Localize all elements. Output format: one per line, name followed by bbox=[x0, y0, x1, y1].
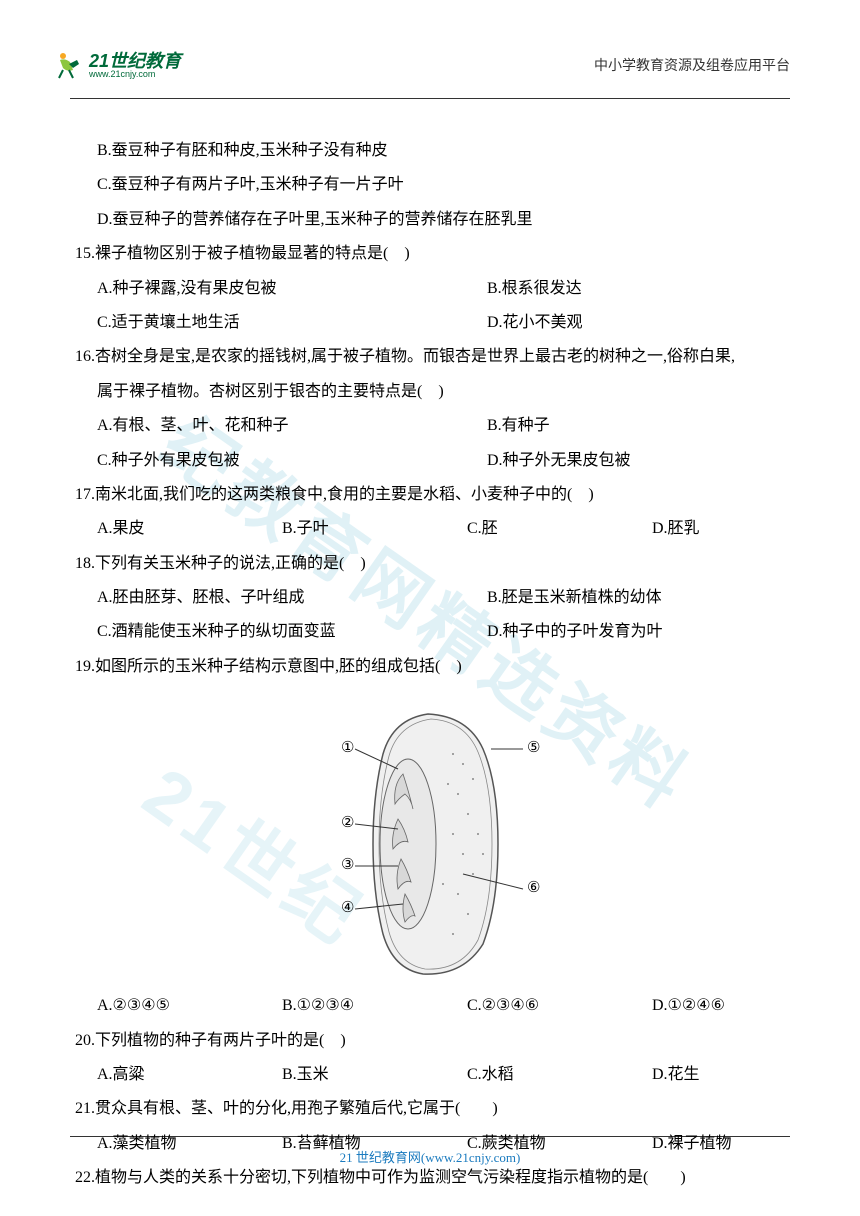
q22-text: 22.植物与人类的关系十分密切,下列植物中可作为监测空气污染程度指示植物的是( … bbox=[75, 1161, 790, 1195]
q20-options-row: A.高粱 B.玉米 C.水稻 D.花生 bbox=[97, 1058, 790, 1092]
q17-option-a: A.果皮 bbox=[97, 512, 282, 546]
q15-option-b: B.根系很发达 bbox=[487, 272, 582, 306]
header-platform-text: 中小学教育资源及组卷应用平台 bbox=[594, 55, 790, 75]
logo-url-text: www.21cnjy.com bbox=[89, 70, 181, 79]
page-header: 21世纪教育 www.21cnjy.com 中小学教育资源及组卷应用平台 bbox=[0, 0, 860, 90]
q16-text-1: 16.杏树全身是宝,是农家的摇钱树,属于被子植物。而银杏是世界上最古老的树种之一… bbox=[75, 340, 790, 374]
diagram-label-1: ① bbox=[341, 740, 354, 756]
q17-option-c: C.胚 bbox=[467, 512, 652, 546]
q17-option-d: D.胚乳 bbox=[652, 512, 700, 546]
q15-options-row2: C.适于黄壤土地生活 D.花小不美观 bbox=[97, 306, 790, 340]
q20-option-a: A.高粱 bbox=[97, 1058, 282, 1092]
q18-option-d: D.种子中的子叶发育为叶 bbox=[487, 615, 663, 649]
q19-option-d: D.①②④⑥ bbox=[652, 989, 725, 1023]
q21-options-row: A.藻类植物 B.苔藓植物 C.蕨类植物 D.裸子植物 bbox=[97, 1127, 790, 1161]
q19-option-b: B.①②③④ bbox=[282, 989, 467, 1023]
q16-option-d: D.种子外无果皮包被 bbox=[487, 444, 631, 478]
logo-main-text: 21世纪教育 bbox=[89, 52, 181, 70]
q19-text: 19.如图所示的玉米种子结构示意图中,胚的组成包括( ) bbox=[75, 650, 790, 684]
q19-diagram-container: ① ② ③ ④ ⑤ ⑥ bbox=[75, 694, 790, 984]
q15-text: 15.裸子植物区别于被子植物最显著的特点是( ) bbox=[75, 237, 790, 271]
q18-option-a: A.胚由胚芽、胚根、子叶组成 bbox=[97, 581, 487, 615]
q18-text: 18.下列有关玉米种子的说法,正确的是( ) bbox=[75, 547, 790, 581]
q20-text: 20.下列植物的种子有两片子叶的是( ) bbox=[75, 1024, 790, 1058]
q16-option-a: A.有根、茎、叶、花和种子 bbox=[97, 409, 487, 443]
q18-option-b: B.胚是玉米新植株的幼体 bbox=[487, 581, 662, 615]
diagram-label-6: ⑥ bbox=[527, 880, 540, 896]
q18-options-row2: C.酒精能使玉米种子的纵切面变蓝 D.种子中的子叶发育为叶 bbox=[97, 615, 790, 649]
q17-text: 17.南米北面,我们吃的这两类粮食中,食用的主要是水稻、小麦种子中的( ) bbox=[75, 478, 790, 512]
q16-option-c: C.种子外有果皮包被 bbox=[97, 444, 487, 478]
corn-seed-diagram: ① ② ③ ④ ⑤ ⑥ bbox=[313, 694, 553, 984]
diagram-label-4: ④ bbox=[341, 900, 354, 916]
q15-options-row1: A.种子裸露,没有果皮包被 B.根系很发达 bbox=[97, 272, 790, 306]
q14-option-c: C.蚕豆种子有两片子叶,玉米种子有一片子叶 bbox=[97, 168, 790, 202]
q20-option-d: D.花生 bbox=[652, 1058, 700, 1092]
q16-options-row1: A.有根、茎、叶、花和种子 B.有种子 bbox=[97, 409, 790, 443]
diagram-label-3: ③ bbox=[341, 857, 354, 873]
q21-option-b: B.苔藓植物 bbox=[282, 1127, 467, 1161]
q19-options-row: A.②③④⑤ B.①②③④ C.②③④⑥ D.①②④⑥ bbox=[97, 989, 790, 1023]
q16-text-2: 属于裸子植物。杏树区别于银杏的主要特点是( ) bbox=[97, 375, 790, 409]
q20-option-c: C.水稻 bbox=[467, 1058, 652, 1092]
q19-option-a: A.②③④⑤ bbox=[97, 989, 282, 1023]
logo-text: 21世纪教育 www.21cnjy.com bbox=[89, 52, 181, 79]
q21-text: 21.贯众具有根、茎、叶的分化,用孢子繁殖后代,它属于( ) bbox=[75, 1092, 790, 1126]
q16-option-b: B.有种子 bbox=[487, 409, 550, 443]
q19-option-c: C.②③④⑥ bbox=[467, 989, 652, 1023]
q16-options-row2: C.种子外有果皮包被 D.种子外无果皮包被 bbox=[97, 444, 790, 478]
q20-option-b: B.玉米 bbox=[282, 1058, 467, 1092]
q17-option-b: B.子叶 bbox=[282, 512, 467, 546]
q15-option-d: D.花小不美观 bbox=[487, 306, 583, 340]
diagram-label-5: ⑤ bbox=[527, 740, 540, 756]
q15-option-a: A.种子裸露,没有果皮包被 bbox=[97, 272, 487, 306]
q17-options-row: A.果皮 B.子叶 C.胚 D.胚乳 bbox=[97, 512, 790, 546]
q21-option-d: D.裸子植物 bbox=[652, 1127, 732, 1161]
diagram-label-2: ② bbox=[341, 815, 354, 831]
q18-options-row1: A.胚由胚芽、胚根、子叶组成 B.胚是玉米新植株的幼体 bbox=[97, 581, 790, 615]
logo-icon bbox=[55, 50, 85, 80]
q14-option-d: D.蚕豆种子的营养储存在子叶里,玉米种子的营养储存在胚乳里 bbox=[97, 203, 790, 237]
content-area: B.蚕豆种子有胚和种皮,玉米种子没有种皮 C.蚕豆种子有两片子叶,玉米种子有一片… bbox=[0, 99, 860, 1196]
q21-option-a: A.藻类植物 bbox=[97, 1127, 282, 1161]
logo: 21世纪教育 www.21cnjy.com bbox=[55, 50, 181, 80]
q14-option-b: B.蚕豆种子有胚和种皮,玉米种子没有种皮 bbox=[97, 134, 790, 168]
q21-option-c: C.蕨类植物 bbox=[467, 1127, 652, 1161]
q18-option-c: C.酒精能使玉米种子的纵切面变蓝 bbox=[97, 615, 487, 649]
q15-option-c: C.适于黄壤土地生活 bbox=[97, 306, 487, 340]
